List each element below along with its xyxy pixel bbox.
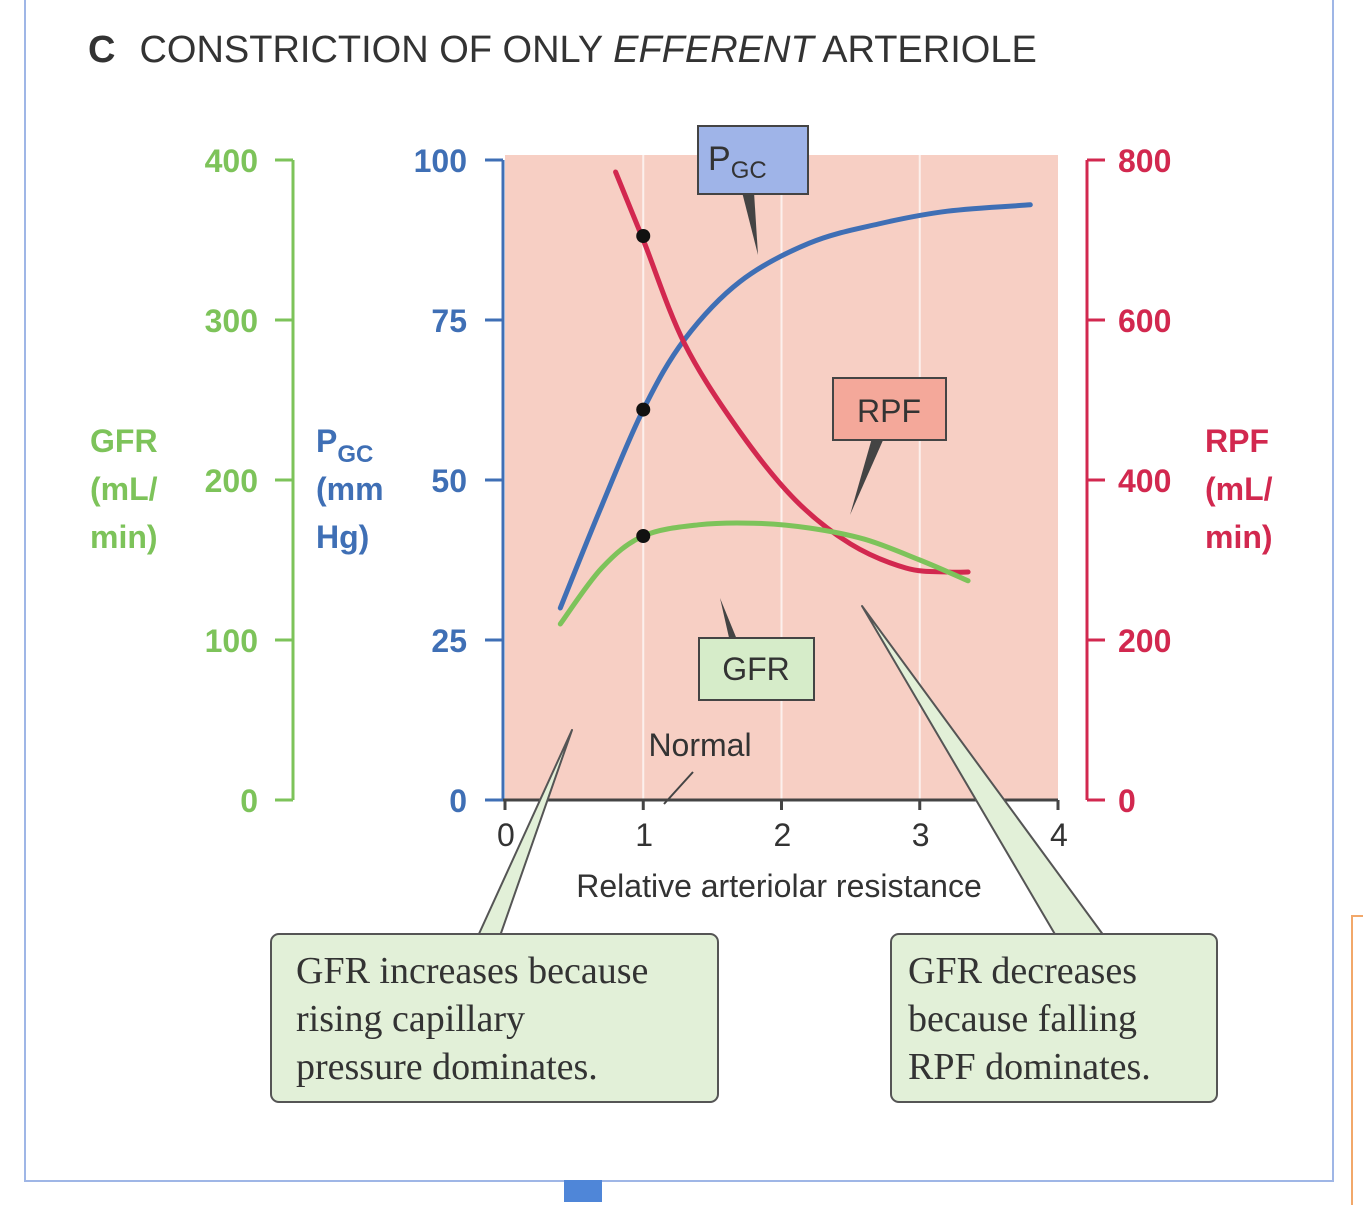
normal-point-gfr — [636, 529, 651, 543]
left-callout: GFR increases because rising capillary p… — [270, 933, 719, 1103]
pgc-label-text: PGC — [708, 140, 767, 184]
x-axis-title: Relative arteriolar resistance — [576, 868, 982, 904]
right-callout-text: GFR decreases because falling RPF domina… — [908, 950, 1151, 1088]
pgc-tick-label: 25 — [431, 623, 467, 659]
rpf-axis-title: RPF (mL/min) — [1205, 423, 1273, 555]
rpf-axis-title-line: min) — [1205, 519, 1273, 555]
x-tick-label: 2 — [774, 817, 792, 853]
chart-title: C CONSTRICTION OF ONLY EFFERENT ARTERIOLE — [88, 29, 1037, 71]
pgc-tick-label: 75 — [431, 303, 467, 339]
pgc-axis-title-main: P — [316, 423, 337, 459]
gfr-tick-label: 100 — [205, 623, 258, 659]
pgc-axis-title: PGC (mm Hg) — [316, 423, 384, 555]
pgc-tick-label: 100 — [414, 143, 467, 179]
rpf-axis: 0 200 400 600 800 — [1085, 143, 1171, 819]
title-emphasis: EFFERENT — [613, 29, 816, 71]
right-callout-line: RPF dominates. — [908, 1046, 1151, 1088]
normal-annotation-line — [663, 771, 694, 805]
right-edge-decoration — [1351, 915, 1353, 1205]
rpf-tick-label: 400 — [1118, 463, 1171, 499]
x-tick-label: 4 — [1050, 817, 1068, 853]
series-line-pgc — [557, 202, 1033, 611]
left-callout-line: pressure dominates. — [296, 1046, 598, 1088]
right-callout-line: GFR decreases — [908, 950, 1137, 992]
gfr-tick-label: 0 — [240, 783, 258, 819]
series-layer — [557, 169, 1033, 627]
rpf-series-label: RPF — [832, 377, 947, 515]
gfr-tick-label: 400 — [205, 143, 258, 179]
pgc-axis-title-line: Hg) — [316, 519, 369, 555]
rpf-tick-label: 0 — [1118, 783, 1136, 819]
left-callout-line: rising capillary — [296, 998, 525, 1040]
rpf-tick-label: 200 — [1118, 623, 1171, 659]
left-callout-text: GFR increases because rising capillary p… — [296, 950, 658, 1088]
x-tick-label: 0 — [497, 817, 515, 853]
right-edge-decoration-top — [1351, 915, 1363, 917]
right-callout-line: because falling — [908, 998, 1137, 1040]
gfr-series-label: GFR — [698, 598, 815, 701]
pgc-label-box — [697, 125, 809, 195]
pgc-label-pointer — [742, 192, 758, 255]
pgc-label-sub: GC — [731, 157, 767, 184]
normal-point-rpf — [636, 229, 651, 243]
series-line-gfr — [557, 520, 971, 627]
x-tick-label: 3 — [912, 817, 930, 853]
gfr-axis-title-line: (mL/ — [90, 471, 158, 507]
normal-annotation: Normal — [648, 727, 751, 763]
pgc-axis-title-line: (mm — [316, 471, 384, 507]
left-callout-line: GFR increases because — [296, 950, 648, 992]
gfr-axis-title-line: GFR — [90, 423, 158, 459]
series-line-rpf — [613, 169, 971, 575]
pgc-series-label: PGC — [697, 125, 809, 255]
gfr-tick-label: 200 — [205, 463, 258, 499]
pgc-axis-title-sub: GC — [337, 441, 373, 468]
right-callout-box — [890, 933, 1218, 1103]
rpf-axis-title-line: RPF — [1205, 423, 1269, 459]
rpf-label-text: RPF — [857, 393, 921, 429]
gfr-label-text: GFR — [722, 651, 790, 687]
gfr-axis-title: GFR (mL/min) — [90, 423, 158, 555]
x-tick-label: 1 — [635, 817, 653, 853]
rpf-axis-title-line: (mL/ — [1205, 471, 1273, 507]
left-callout-box — [270, 933, 719, 1103]
panel-letter: C — [88, 29, 115, 71]
pgc-tick-label: 50 — [431, 463, 467, 499]
gfr-axis-title-line: min) — [90, 519, 158, 555]
gfr-axis: 0 100 200 300 400 — [205, 143, 295, 819]
rpf-label-box — [832, 377, 947, 441]
bottom-tab-marker — [564, 1180, 602, 1202]
pgc-tick-label: 0 — [449, 783, 467, 819]
rpf-label-pointer — [850, 438, 884, 515]
gfr-label-pointer — [720, 598, 738, 642]
gfr-tick-label: 300 — [205, 303, 258, 339]
pgc-axis: 0 25 50 75 100 — [414, 143, 505, 819]
title-suffix: ARTERIOLE — [814, 29, 1037, 71]
rpf-tick-label: 800 — [1118, 143, 1171, 179]
right-callout: GFR decreases because falling RPF domina… — [890, 933, 1218, 1103]
gfr-label-box — [698, 637, 815, 701]
x-axis: 0 1 2 3 4 — [497, 798, 1068, 853]
rpf-tick-label: 600 — [1118, 303, 1171, 339]
normal-point-pgc — [636, 402, 651, 417]
title-prefix: CONSTRICTION OF ONLY — [139, 29, 613, 71]
pgc-label-main: P — [708, 140, 731, 178]
